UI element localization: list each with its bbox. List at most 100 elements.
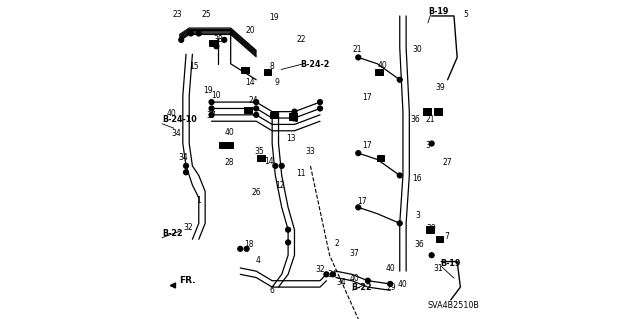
Circle shape [388, 281, 393, 286]
Circle shape [397, 77, 403, 82]
Circle shape [397, 221, 403, 226]
Circle shape [209, 112, 214, 117]
Circle shape [317, 106, 323, 111]
Circle shape [317, 100, 323, 105]
Text: 28: 28 [225, 158, 234, 167]
Text: 15: 15 [189, 63, 199, 71]
Text: 34: 34 [327, 271, 337, 279]
Circle shape [237, 246, 243, 251]
Bar [436, 236, 444, 242]
Bar [225, 142, 233, 148]
Circle shape [279, 163, 284, 168]
Text: 32: 32 [184, 223, 193, 232]
Text: 39: 39 [436, 83, 445, 92]
Text: 25: 25 [202, 10, 212, 19]
Text: 36: 36 [415, 240, 424, 249]
Text: 21: 21 [353, 45, 362, 54]
Text: 40: 40 [167, 109, 177, 118]
Text: 20: 20 [245, 26, 255, 35]
Text: 40: 40 [349, 274, 359, 283]
Text: 40: 40 [224, 128, 234, 137]
Text: SVA4B2510B: SVA4B2510B [428, 301, 480, 310]
Circle shape [356, 151, 361, 156]
Text: 10: 10 [211, 91, 221, 100]
Circle shape [209, 106, 214, 111]
Bar [289, 113, 297, 120]
Circle shape [253, 100, 259, 105]
Text: 12: 12 [275, 181, 285, 190]
Text: 32: 32 [316, 265, 326, 274]
Text: 34: 34 [171, 130, 180, 138]
Text: 1: 1 [196, 196, 200, 205]
Circle shape [188, 31, 193, 36]
Bar [244, 107, 252, 113]
Circle shape [429, 253, 434, 258]
Circle shape [397, 173, 403, 178]
Circle shape [356, 55, 361, 60]
Circle shape [273, 163, 278, 168]
Circle shape [184, 163, 189, 168]
Text: 26: 26 [252, 189, 261, 197]
Text: 40: 40 [386, 264, 396, 273]
Bar [270, 112, 278, 118]
Bar [423, 108, 431, 115]
Circle shape [285, 227, 291, 232]
Text: B-19: B-19 [440, 259, 461, 268]
Text: 16: 16 [413, 174, 422, 183]
Bar [377, 155, 385, 161]
Text: 14: 14 [264, 157, 274, 166]
Circle shape [356, 205, 361, 210]
Text: 21: 21 [426, 115, 435, 124]
Text: 29: 29 [386, 283, 396, 292]
Circle shape [285, 240, 291, 245]
Circle shape [292, 115, 297, 121]
Text: 40: 40 [397, 280, 407, 289]
Text: 34: 34 [179, 153, 188, 162]
Text: 13: 13 [287, 134, 296, 143]
Text: 19: 19 [203, 86, 212, 95]
Circle shape [221, 37, 227, 42]
Bar [241, 67, 249, 73]
Circle shape [330, 272, 335, 277]
Circle shape [214, 44, 219, 49]
Text: 7: 7 [445, 232, 449, 241]
Text: 36: 36 [411, 115, 420, 124]
Text: B-24-10: B-24-10 [162, 115, 197, 124]
Circle shape [253, 112, 259, 117]
Circle shape [324, 272, 329, 277]
Circle shape [292, 109, 297, 114]
Text: 23: 23 [172, 10, 182, 19]
Text: 34: 34 [337, 278, 347, 287]
Bar [209, 40, 217, 46]
Text: 38: 38 [213, 35, 223, 44]
Text: 37: 37 [349, 249, 359, 258]
Text: 37: 37 [207, 111, 216, 120]
Text: FR.: FR. [179, 276, 195, 285]
Text: 3: 3 [416, 211, 420, 220]
Text: 3: 3 [426, 141, 430, 150]
Text: 17: 17 [362, 93, 372, 102]
Text: 2: 2 [334, 239, 339, 248]
Bar [219, 142, 227, 148]
Text: 6: 6 [269, 286, 274, 295]
Text: B-19: B-19 [428, 7, 448, 16]
Text: 40: 40 [378, 61, 387, 70]
Text: 30: 30 [412, 45, 422, 54]
Circle shape [196, 31, 202, 36]
Bar [257, 155, 265, 161]
Text: B-22: B-22 [351, 283, 372, 292]
Circle shape [184, 170, 189, 175]
Text: 24: 24 [248, 96, 258, 105]
Circle shape [209, 100, 214, 105]
Text: 9: 9 [275, 78, 280, 87]
Text: 41: 41 [290, 115, 300, 124]
Text: 39: 39 [426, 224, 436, 233]
Text: 22: 22 [296, 35, 306, 44]
Text: 33: 33 [305, 147, 316, 156]
Text: 35: 35 [255, 147, 264, 156]
Bar [375, 69, 383, 75]
Bar [434, 108, 442, 115]
Text: 11: 11 [296, 169, 306, 178]
Text: 17: 17 [362, 141, 372, 150]
Bar [426, 226, 434, 233]
